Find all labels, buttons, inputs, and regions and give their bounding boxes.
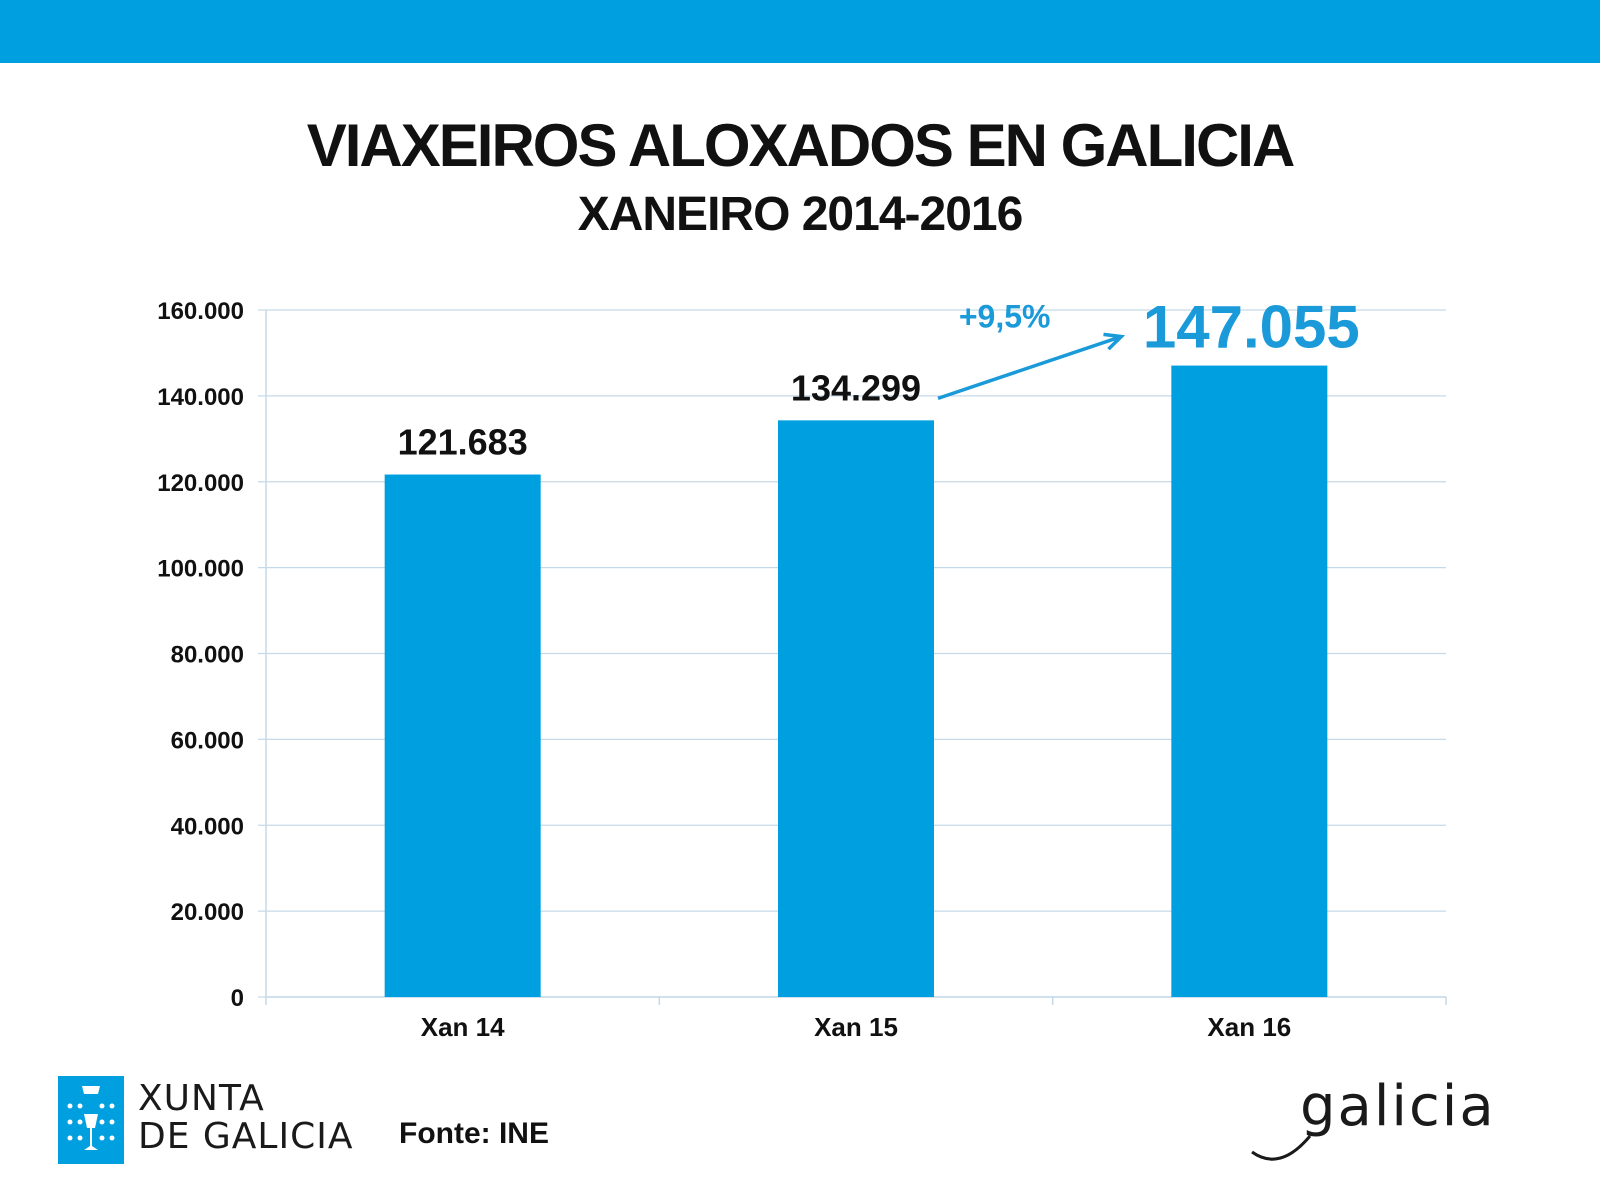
galicia-wordmark: galicia <box>1300 1074 1496 1139</box>
y-tick-label: 20.000 <box>171 899 244 926</box>
xunta-emblem-icon <box>58 1076 124 1164</box>
y-tick-label: 140.000 <box>157 384 244 411</box>
x-tick-label: Xan 16 <box>1207 1012 1291 1042</box>
title-block: VIAXEIROS ALOXADOS EN GALICIA XANEIRO 20… <box>0 108 1600 246</box>
y-tick-label: 40.000 <box>171 813 244 840</box>
top-banner <box>0 0 1600 63</box>
bar <box>778 420 934 998</box>
bar <box>1171 365 1328 997</box>
y-tick-label: 120.000 <box>157 470 244 497</box>
bar-chart: 0 20.000 40.000 60.000 80.000 100.000 120.000 1… <box>157 294 1447 1042</box>
x-tick-label: Xan 14 <box>421 1012 505 1042</box>
xunta-wordmark: XUNTA DE GALICIA <box>138 1080 354 1156</box>
y-tick-label: 100.000 <box>157 556 244 583</box>
chart-title: VIAXEIROS ALOXADOS EN GALICIA <box>306 112 1296 179</box>
y-tick-label: 60.000 <box>171 727 244 754</box>
data-label: 121.683 <box>398 422 528 463</box>
galicia-swoosh-icon <box>1251 1135 1312 1161</box>
growth-arrow-head <box>1103 332 1126 351</box>
growth-arrow-line <box>937 334 1122 401</box>
y-tick-label: 80.000 <box>171 642 244 669</box>
xunta-logo: XUNTA DE GALICIA <box>58 1076 358 1166</box>
galicia-logo: galicia <box>1250 1074 1510 1174</box>
xunta-line-2: DE GALICIA <box>138 1116 354 1157</box>
data-label: 134.299 <box>791 367 921 408</box>
growth-annotation: +9,5% <box>959 299 1051 335</box>
y-tick-label: 0 <box>231 985 244 1012</box>
xunta-line-1: XUNTA <box>138 1078 265 1119</box>
data-label: 147.055 <box>1143 294 1360 361</box>
bar <box>384 474 541 997</box>
x-tick-label: Xan 15 <box>814 1012 898 1042</box>
y-tick-label: 160.000 <box>157 298 244 325</box>
chart-subtitle: XANEIRO 2014-2016 <box>577 188 1024 241</box>
source-note: Fonte: INE <box>399 1117 549 1150</box>
